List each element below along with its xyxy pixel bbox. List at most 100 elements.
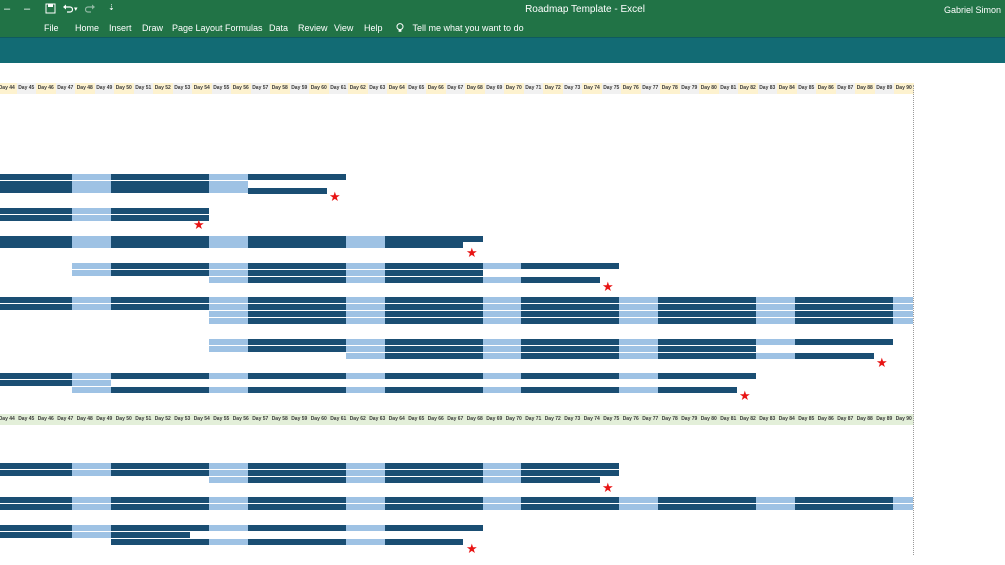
customize-toolbar-icon[interactable]: ⇣: [108, 3, 115, 12]
day-column-header: Day 79: [679, 414, 699, 425]
tab-file[interactable]: File: [44, 23, 59, 33]
day-column-header: Day 90: [894, 83, 914, 94]
gantt-segment: [756, 318, 795, 324]
gantt-segment: [43, 236, 72, 242]
day-column-header: Day 80: [699, 414, 719, 425]
minimize-glyph[interactable]: –: [24, 3, 31, 15]
day-column-header: Day 55: [211, 414, 231, 425]
gantt-segment: [385, 277, 483, 283]
day-column-header: Day 59: [289, 83, 309, 94]
gantt-segment: [209, 181, 248, 187]
milestone-star-icon: ★: [602, 480, 614, 495]
gantt-segment: [346, 339, 385, 345]
gantt-segment: [111, 532, 190, 538]
gantt-segment: [483, 477, 521, 483]
gantt-segment: [248, 525, 346, 531]
gantt-segment: [658, 353, 756, 359]
gantt-segment: [209, 387, 248, 393]
gantt-segment: [346, 346, 385, 352]
undo-icon[interactable]: [62, 3, 74, 17]
gantt-segment: [111, 181, 209, 187]
chevron-down-icon[interactable]: ▾: [74, 6, 78, 13]
gantt-segment: [72, 297, 111, 303]
gantt-segment: [385, 353, 483, 359]
gantt-segment: [0, 525, 43, 531]
tab-help[interactable]: Help: [364, 23, 383, 33]
gantt-segment: [209, 463, 248, 469]
gantt-segment: [385, 297, 483, 303]
gantt-segment: [209, 236, 248, 242]
tab-review[interactable]: Review: [298, 23, 328, 33]
gantt-segment: [72, 470, 111, 476]
tab-data[interactable]: Data: [269, 23, 289, 33]
gantt-segment: [43, 242, 72, 248]
gantt-segment: [521, 387, 619, 393]
gantt-segment: [385, 270, 483, 276]
day-column-header: Day 51: [133, 83, 153, 94]
gantt-segment: [43, 504, 72, 510]
day-column-header: Day 54: [192, 414, 212, 425]
tell-me-search[interactable]: Tell me what you want to do: [396, 23, 524, 33]
gantt-segment: [521, 497, 619, 503]
day-column-header: Day 73: [562, 83, 582, 94]
gantt-segment: [111, 208, 209, 214]
tab-formulas[interactable]: Formulas: [225, 23, 263, 33]
gantt-segment: [385, 346, 483, 352]
gantt-segment: [521, 304, 619, 310]
day-column-header: Day 87: [835, 83, 855, 94]
gantt-segment: [385, 463, 483, 469]
day-column-header: Day 56: [231, 414, 251, 425]
gantt-segment: [385, 470, 483, 476]
gantt-segment: [72, 263, 111, 269]
gantt-segment: [43, 187, 72, 193]
gantt-segment: [346, 297, 385, 303]
gantt-segment: [248, 263, 346, 269]
gantt-segment: [756, 504, 795, 510]
gantt-segment: [619, 504, 658, 510]
gantt-segment: [521, 346, 619, 352]
day-column-header: Day 82: [738, 83, 758, 94]
tab-home[interactable]: Home: [75, 23, 100, 33]
day-column-header: Day 85: [796, 83, 816, 94]
day-column-header: Day 58: [270, 414, 290, 425]
save-icon[interactable]: [45, 3, 56, 17]
day-column-header: Day 78: [660, 414, 680, 425]
gantt-segment: [521, 470, 619, 476]
gantt-segment: [346, 242, 385, 248]
gantt-segment: [521, 318, 619, 324]
gantt-segment: [795, 311, 893, 317]
day-column-header: Day 71: [523, 83, 543, 94]
day-column-header: Day 44: [0, 83, 17, 94]
gantt-segment: [658, 346, 756, 352]
window-control-glyph[interactable]: –: [4, 3, 11, 15]
tab-view[interactable]: View: [334, 23, 354, 33]
day-column-header: Day 88: [855, 83, 875, 94]
tab-page-layout[interactable]: Page Layout: [172, 23, 223, 33]
gantt-segment: [658, 387, 737, 393]
day-column-header: Day 75: [601, 414, 621, 425]
tab-insert[interactable]: Insert: [109, 23, 132, 33]
day-column-header: Day 80: [699, 83, 719, 94]
gantt-segment: [0, 297, 43, 303]
gantt-segment: [209, 174, 248, 180]
day-column-header: Day 47: [55, 414, 75, 425]
gantt-segment: [346, 236, 385, 242]
window-title: Roadmap Template - Excel: [525, 4, 645, 15]
tab-draw[interactable]: Draw: [142, 23, 164, 33]
day-column-header: Day 50: [114, 83, 134, 94]
gantt-segment: [72, 304, 111, 310]
gantt-segment: [385, 525, 483, 531]
gantt-segment: [209, 346, 248, 352]
redo-icon[interactable]: [84, 3, 96, 17]
gantt-segment: [0, 215, 43, 221]
gantt-segment: [385, 236, 483, 242]
gantt-segment: [209, 470, 248, 476]
gantt-segment: [248, 297, 346, 303]
gantt-segment: [43, 497, 72, 503]
gantt-segment: [521, 353, 619, 359]
gantt-segment: [483, 263, 521, 269]
day-column-header: Day 86: [816, 83, 836, 94]
day-column-header: Day 77: [640, 414, 660, 425]
user-name[interactable]: Gabriel Simon: [943, 5, 1001, 15]
gantt-segment: [43, 380, 72, 386]
